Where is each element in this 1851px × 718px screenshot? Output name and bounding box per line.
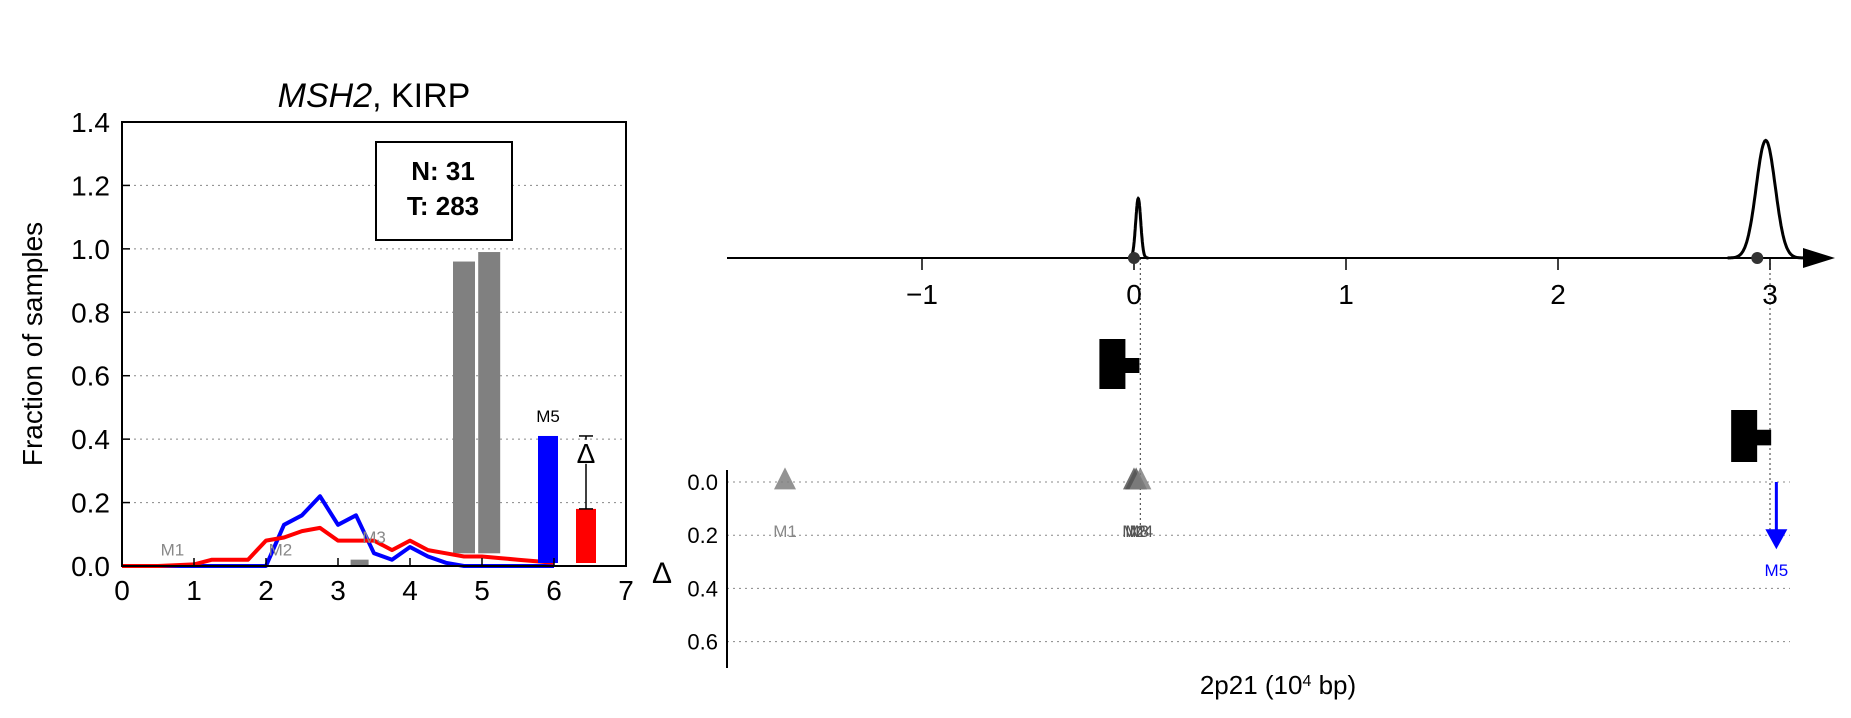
point-label: M3 xyxy=(362,528,386,547)
peak-curves xyxy=(1127,138,1805,260)
y-tick-label: 0.0 xyxy=(71,551,110,582)
genomic-label-base: 2p21 (10 xyxy=(1200,670,1303,700)
delta-tick-label: 0.6 xyxy=(687,630,718,655)
x-tick-label: 5 xyxy=(474,575,490,606)
y-tick-label: 0.2 xyxy=(71,488,110,519)
delta-symbol: Δ xyxy=(577,438,596,469)
genomic-tick-label: −1 xyxy=(906,279,938,310)
connector-lines xyxy=(1139,258,1771,530)
m5-normal-bar xyxy=(538,435,558,563)
delta-tick-label: 0.4 xyxy=(687,576,718,601)
delta-tick-label: 0.0 xyxy=(687,470,718,495)
delta-axis-label: Δ xyxy=(652,557,672,590)
chart-title: MSH2, KIRP xyxy=(278,77,471,115)
genomic-axis: −1 0 1 2 3 xyxy=(727,248,1835,310)
point-label: M1 xyxy=(773,522,797,541)
genomic-tick-label: 1 xyxy=(1338,279,1354,310)
gray-bar xyxy=(350,559,369,566)
exon-block xyxy=(1099,339,1126,389)
point-label: M2 xyxy=(269,541,293,560)
title-gene: MSH2 xyxy=(278,77,373,115)
x-tick-label: 4 xyxy=(402,575,418,606)
title-rest: , KIRP xyxy=(372,77,470,115)
x-tick-label: 0 xyxy=(114,575,130,606)
peak-curve xyxy=(1727,138,1805,260)
point-label: M4 xyxy=(1130,522,1154,541)
genomic-label-exponent: 4 xyxy=(1302,673,1311,690)
genomic-tick-label: 2 xyxy=(1550,279,1566,310)
legend-box-frame xyxy=(375,141,513,241)
m5-label: M5 xyxy=(536,407,560,426)
series-line xyxy=(122,525,555,568)
point-label: M2 xyxy=(1122,522,1146,541)
gray-bar xyxy=(453,261,475,554)
left-panel: M5 Δ M1 M2 M3 0 1 2 3 4 5 6 7 0.0 0.2 0.4 0.6 0.8 1.0 1.2… xyxy=(17,77,634,606)
delta-triangle xyxy=(774,467,796,490)
legend-box: N: 31 T: 283 xyxy=(375,141,513,241)
x-tick-label: 3 xyxy=(330,575,346,606)
m5-tumor-bar xyxy=(576,508,596,563)
genomic-tick-label: 3 xyxy=(1762,279,1778,310)
delta-symbol-bg xyxy=(575,439,597,464)
legend-normal-count: N: 31 xyxy=(411,156,475,186)
m5-delta-arrow-head xyxy=(1765,529,1788,550)
peak-curve xyxy=(1127,196,1149,260)
genomic-tick-label: 0 xyxy=(1126,279,1142,310)
exon-stub xyxy=(1755,429,1772,446)
point-label: M5 xyxy=(1765,561,1789,580)
x-tick-label: 6 xyxy=(546,575,562,606)
genomic-label-tail: bp) xyxy=(1311,670,1356,700)
position-dot xyxy=(1128,252,1140,264)
left-gray-bars xyxy=(350,252,501,566)
y-tick-label: 0.8 xyxy=(71,297,110,328)
m5-bar-group: M5 Δ xyxy=(536,407,597,563)
x-tick-label: 7 xyxy=(618,575,634,606)
exon-block xyxy=(1731,410,1758,462)
left-plot-frame xyxy=(121,121,627,567)
delta-gridlines: 0.0 0.2 0.4 0.6 xyxy=(687,470,1790,668)
y-tick-label: 1.4 xyxy=(71,107,110,138)
x-tick-label: 1 xyxy=(186,575,202,606)
axis-arrow-head xyxy=(1803,248,1835,268)
legend-tumor-count: T: 283 xyxy=(407,191,479,221)
left-axis-ticks: 0 1 2 3 4 5 6 7 0.0 0.2 0.4 0.6 0.8 1.0 1.2 1.4 xyxy=(71,107,634,606)
left-markers: M1 M2 M3 xyxy=(161,528,386,560)
y-tick-label: 0.4 xyxy=(71,424,110,455)
x-tick-label: 2 xyxy=(258,575,274,606)
gray-bar xyxy=(478,252,501,554)
y-tick-label: 1.0 xyxy=(71,234,110,265)
y-tick-label: 0.6 xyxy=(71,361,110,392)
y-tick-label: 1.2 xyxy=(71,170,110,201)
point-label: M1 xyxy=(161,541,185,560)
position-dot xyxy=(1751,252,1764,264)
genomic-axis-label: 2p21 (104 bp) xyxy=(1200,670,1356,700)
point-label: M3 xyxy=(1125,522,1149,541)
delta-triangle xyxy=(1129,467,1152,490)
exon-glyphs xyxy=(1099,339,1772,462)
y-axis-label: Fraction of samples xyxy=(17,222,48,466)
delta-tick-label: 0.2 xyxy=(687,523,718,548)
exon-stub xyxy=(1123,358,1140,373)
